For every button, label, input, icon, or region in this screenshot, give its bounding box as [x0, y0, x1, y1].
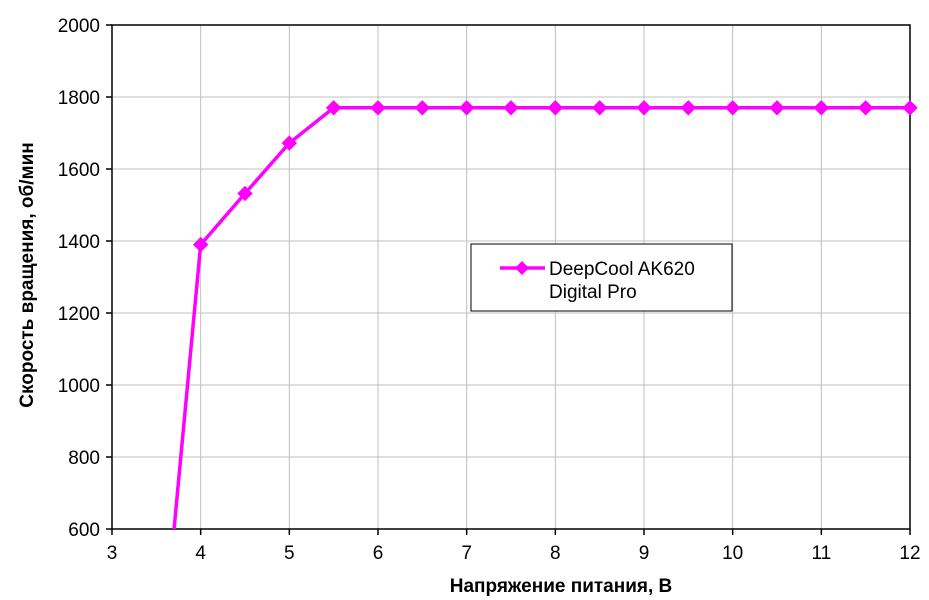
- x-tick-label: 4: [195, 543, 206, 564]
- data-point-diamond: [857, 100, 874, 116]
- y-axis-ticks: 600 800 1000 1200 1400 1600 1800 2000: [58, 16, 112, 541]
- y-tick-label: 600: [68, 520, 100, 541]
- y-tick-label: 1200: [58, 304, 100, 325]
- data-point-diamond: [591, 100, 608, 116]
- legend-box: [470, 243, 733, 312]
- data-point-diamond: [325, 100, 342, 116]
- x-tick-label: 8: [550, 543, 561, 564]
- x-axis-ticks: 3 4 5 6 7 8 9 10 11 12: [107, 529, 921, 564]
- data-point-diamond: [813, 100, 830, 116]
- series-layer: [172, 100, 918, 530]
- y-tick-label: 800: [68, 448, 100, 469]
- x-tick-label: 10: [722, 543, 743, 564]
- x-tick-label: 6: [373, 543, 384, 564]
- plot-area-frame: [111, 24, 911, 530]
- x-tick-label: 3: [107, 543, 118, 564]
- data-point-diamond: [237, 185, 253, 202]
- data-point-diamond: [680, 100, 697, 116]
- x-axis-title: Напряжение питания, В: [450, 576, 673, 597]
- data-point-diamond: [636, 100, 652, 116]
- y-axis-title: Скорость вращения, об/мин: [17, 142, 38, 407]
- data-point-diamond: [281, 135, 298, 151]
- x-tick-label: 11: [811, 543, 831, 564]
- x-tick-label: 5: [284, 543, 295, 564]
- data-point-diamond: [370, 100, 386, 116]
- data-point-diamond: [503, 100, 519, 116]
- x-tick-label: 9: [639, 543, 650, 564]
- y-tick-label: 1600: [58, 160, 100, 181]
- x-tick-label: 7: [461, 543, 472, 564]
- x-tick-label: 12: [899, 543, 920, 564]
- y-tick-label: 1000: [58, 376, 100, 397]
- y-tick-label: 1800: [58, 88, 100, 109]
- legend-diamond-marker: [515, 261, 529, 275]
- data-point-diamond: [547, 100, 564, 116]
- data-point-diamond: [769, 100, 785, 116]
- legend-label-line-1: DeepCool AK620: [549, 259, 695, 280]
- data-point-diamond: [414, 100, 431, 116]
- data-point-diamond: [192, 236, 209, 253]
- y-tick-label: 1400: [58, 232, 100, 253]
- data-point-diamond: [458, 100, 475, 116]
- legend: DeepCool AK620 Digital Pro: [470, 243, 733, 312]
- series-line: [172, 106, 910, 530]
- data-point-diamond: [724, 100, 741, 116]
- legend-label-line-2: Digital Pro: [549, 282, 637, 303]
- y-tick-label: 2000: [58, 16, 100, 37]
- data-point-diamond: [902, 100, 918, 116]
